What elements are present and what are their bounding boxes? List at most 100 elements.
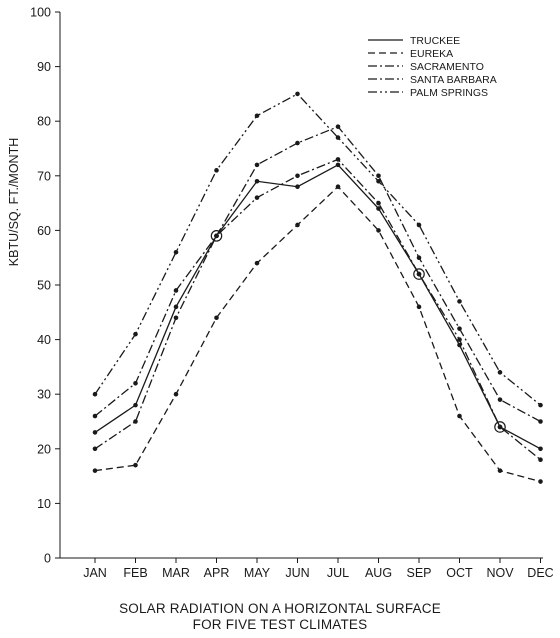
- data-point: [376, 178, 381, 184]
- x-tick-label: SEP: [406, 566, 431, 580]
- x-tick-label: MAR: [162, 566, 190, 580]
- x-tick-label: NOV: [486, 566, 514, 580]
- y-tick-label: 30: [37, 388, 51, 402]
- data-point: [133, 419, 138, 424]
- data-point: [173, 304, 179, 310]
- highlight-circle: [210, 230, 223, 242]
- data-point: [92, 430, 98, 435]
- data-point: [92, 468, 98, 473]
- chart-title-line-1: SOLAR RADIATION ON A HORIZONTAL SURFACE: [119, 601, 441, 616]
- y-axis-ticks: 0 10 20 30 40 50 60 70 80 90 100: [30, 6, 60, 566]
- series-line: [94, 93, 541, 406]
- data-point: [133, 462, 138, 468]
- series-santa-barbara: [92, 124, 543, 424]
- legend-label: EUREKA: [410, 48, 453, 60]
- data-point: [92, 446, 98, 452]
- data-point: [538, 402, 543, 408]
- series-line: [94, 125, 541, 423]
- data-point: [295, 91, 300, 97]
- data-point: [133, 331, 138, 337]
- series-eureka: [92, 184, 543, 484]
- legend-label: SACRAMENTO: [410, 61, 484, 73]
- data-point: [497, 468, 503, 473]
- y-tick-label: 50: [37, 279, 51, 293]
- y-tick-label: 20: [37, 442, 51, 456]
- series-lines: [92, 91, 543, 484]
- data-point: [133, 402, 138, 408]
- data-point: [295, 222, 300, 228]
- data-point: [376, 173, 381, 179]
- solar-radiation-chart: 0 10 20 30 40 50 60 70 80 90 100 JAN FEB MAR APR MAY JU…: [7, 6, 554, 581]
- y-tick-label: 40: [37, 333, 51, 347]
- data-point: [92, 413, 98, 419]
- data-point: [538, 446, 543, 452]
- data-point: [538, 457, 543, 463]
- series-line: [94, 185, 541, 483]
- y-tick-label: 10: [37, 497, 51, 511]
- data-point: [92, 391, 98, 397]
- data-point: [376, 228, 381, 233]
- data-point: [416, 255, 422, 260]
- data-point: [214, 315, 219, 321]
- y-tick-label: 80: [37, 115, 51, 129]
- data-point: [376, 206, 381, 211]
- series-palm-springs: [92, 91, 543, 408]
- data-point: [335, 184, 341, 190]
- data-point: [133, 380, 138, 386]
- highlight-circle: [494, 421, 506, 433]
- data-point: [295, 140, 300, 146]
- x-tick-label: MAY: [244, 566, 271, 580]
- data-point: [376, 200, 381, 206]
- data-point: [416, 304, 422, 310]
- data-point: [214, 233, 219, 239]
- data-point: [457, 299, 462, 304]
- x-tick-label: APR: [204, 566, 230, 580]
- data-point: [416, 222, 422, 228]
- data-point: [254, 178, 260, 184]
- x-axis-ticks: JAN FEB MAR APR MAY JUN JUL AUG SEP OCT NOV DEC: [83, 558, 554, 580]
- data-point: [538, 419, 543, 424]
- legend-label: SANTA BARBARA: [410, 74, 497, 86]
- x-tick-label: DEC: [527, 566, 553, 580]
- data-point: [254, 162, 260, 168]
- data-point: [173, 391, 179, 397]
- series-line: [94, 158, 541, 461]
- y-tick-label: 100: [30, 6, 51, 20]
- series-line: [94, 164, 541, 450]
- data-point: [457, 342, 462, 348]
- data-point: [457, 413, 462, 419]
- x-tick-label: FEB: [123, 566, 147, 580]
- y-tick-label: 0: [44, 552, 51, 566]
- data-point: [295, 184, 300, 190]
- x-tick-label: JAN: [83, 566, 107, 580]
- chart-title-line-2: FOR FIVE TEST CLIMATES: [192, 617, 368, 632]
- series-sacramento: [92, 157, 543, 463]
- data-point: [497, 370, 503, 375]
- x-tick-label: JUN: [285, 566, 309, 580]
- data-point: [173, 315, 179, 321]
- data-point: [254, 195, 260, 200]
- legend-label: TRUCKEE: [410, 35, 460, 47]
- data-point: [254, 113, 260, 119]
- data-point: [497, 424, 503, 430]
- data-point: [335, 162, 341, 168]
- data-point: [457, 337, 462, 342]
- data-point: [335, 135, 341, 140]
- x-tick-label: JUL: [327, 566, 349, 580]
- data-point: [254, 260, 260, 266]
- y-axis-label: KBTU/SQ. FT./MONTH: [7, 138, 21, 266]
- data-point: [335, 157, 341, 162]
- y-tick-label: 90: [37, 60, 51, 74]
- data-point: [497, 397, 503, 402]
- data-point: [214, 168, 219, 173]
- series-truckee: [92, 162, 543, 452]
- data-point: [173, 249, 179, 255]
- x-tick-label: AUG: [365, 566, 392, 580]
- legend-label: PALM SPRINGS: [410, 87, 488, 99]
- data-point: [416, 271, 422, 277]
- x-tick-label: OCT: [446, 566, 473, 580]
- data-point: [335, 124, 341, 129]
- data-point: [295, 173, 300, 179]
- y-tick-label: 60: [37, 224, 51, 238]
